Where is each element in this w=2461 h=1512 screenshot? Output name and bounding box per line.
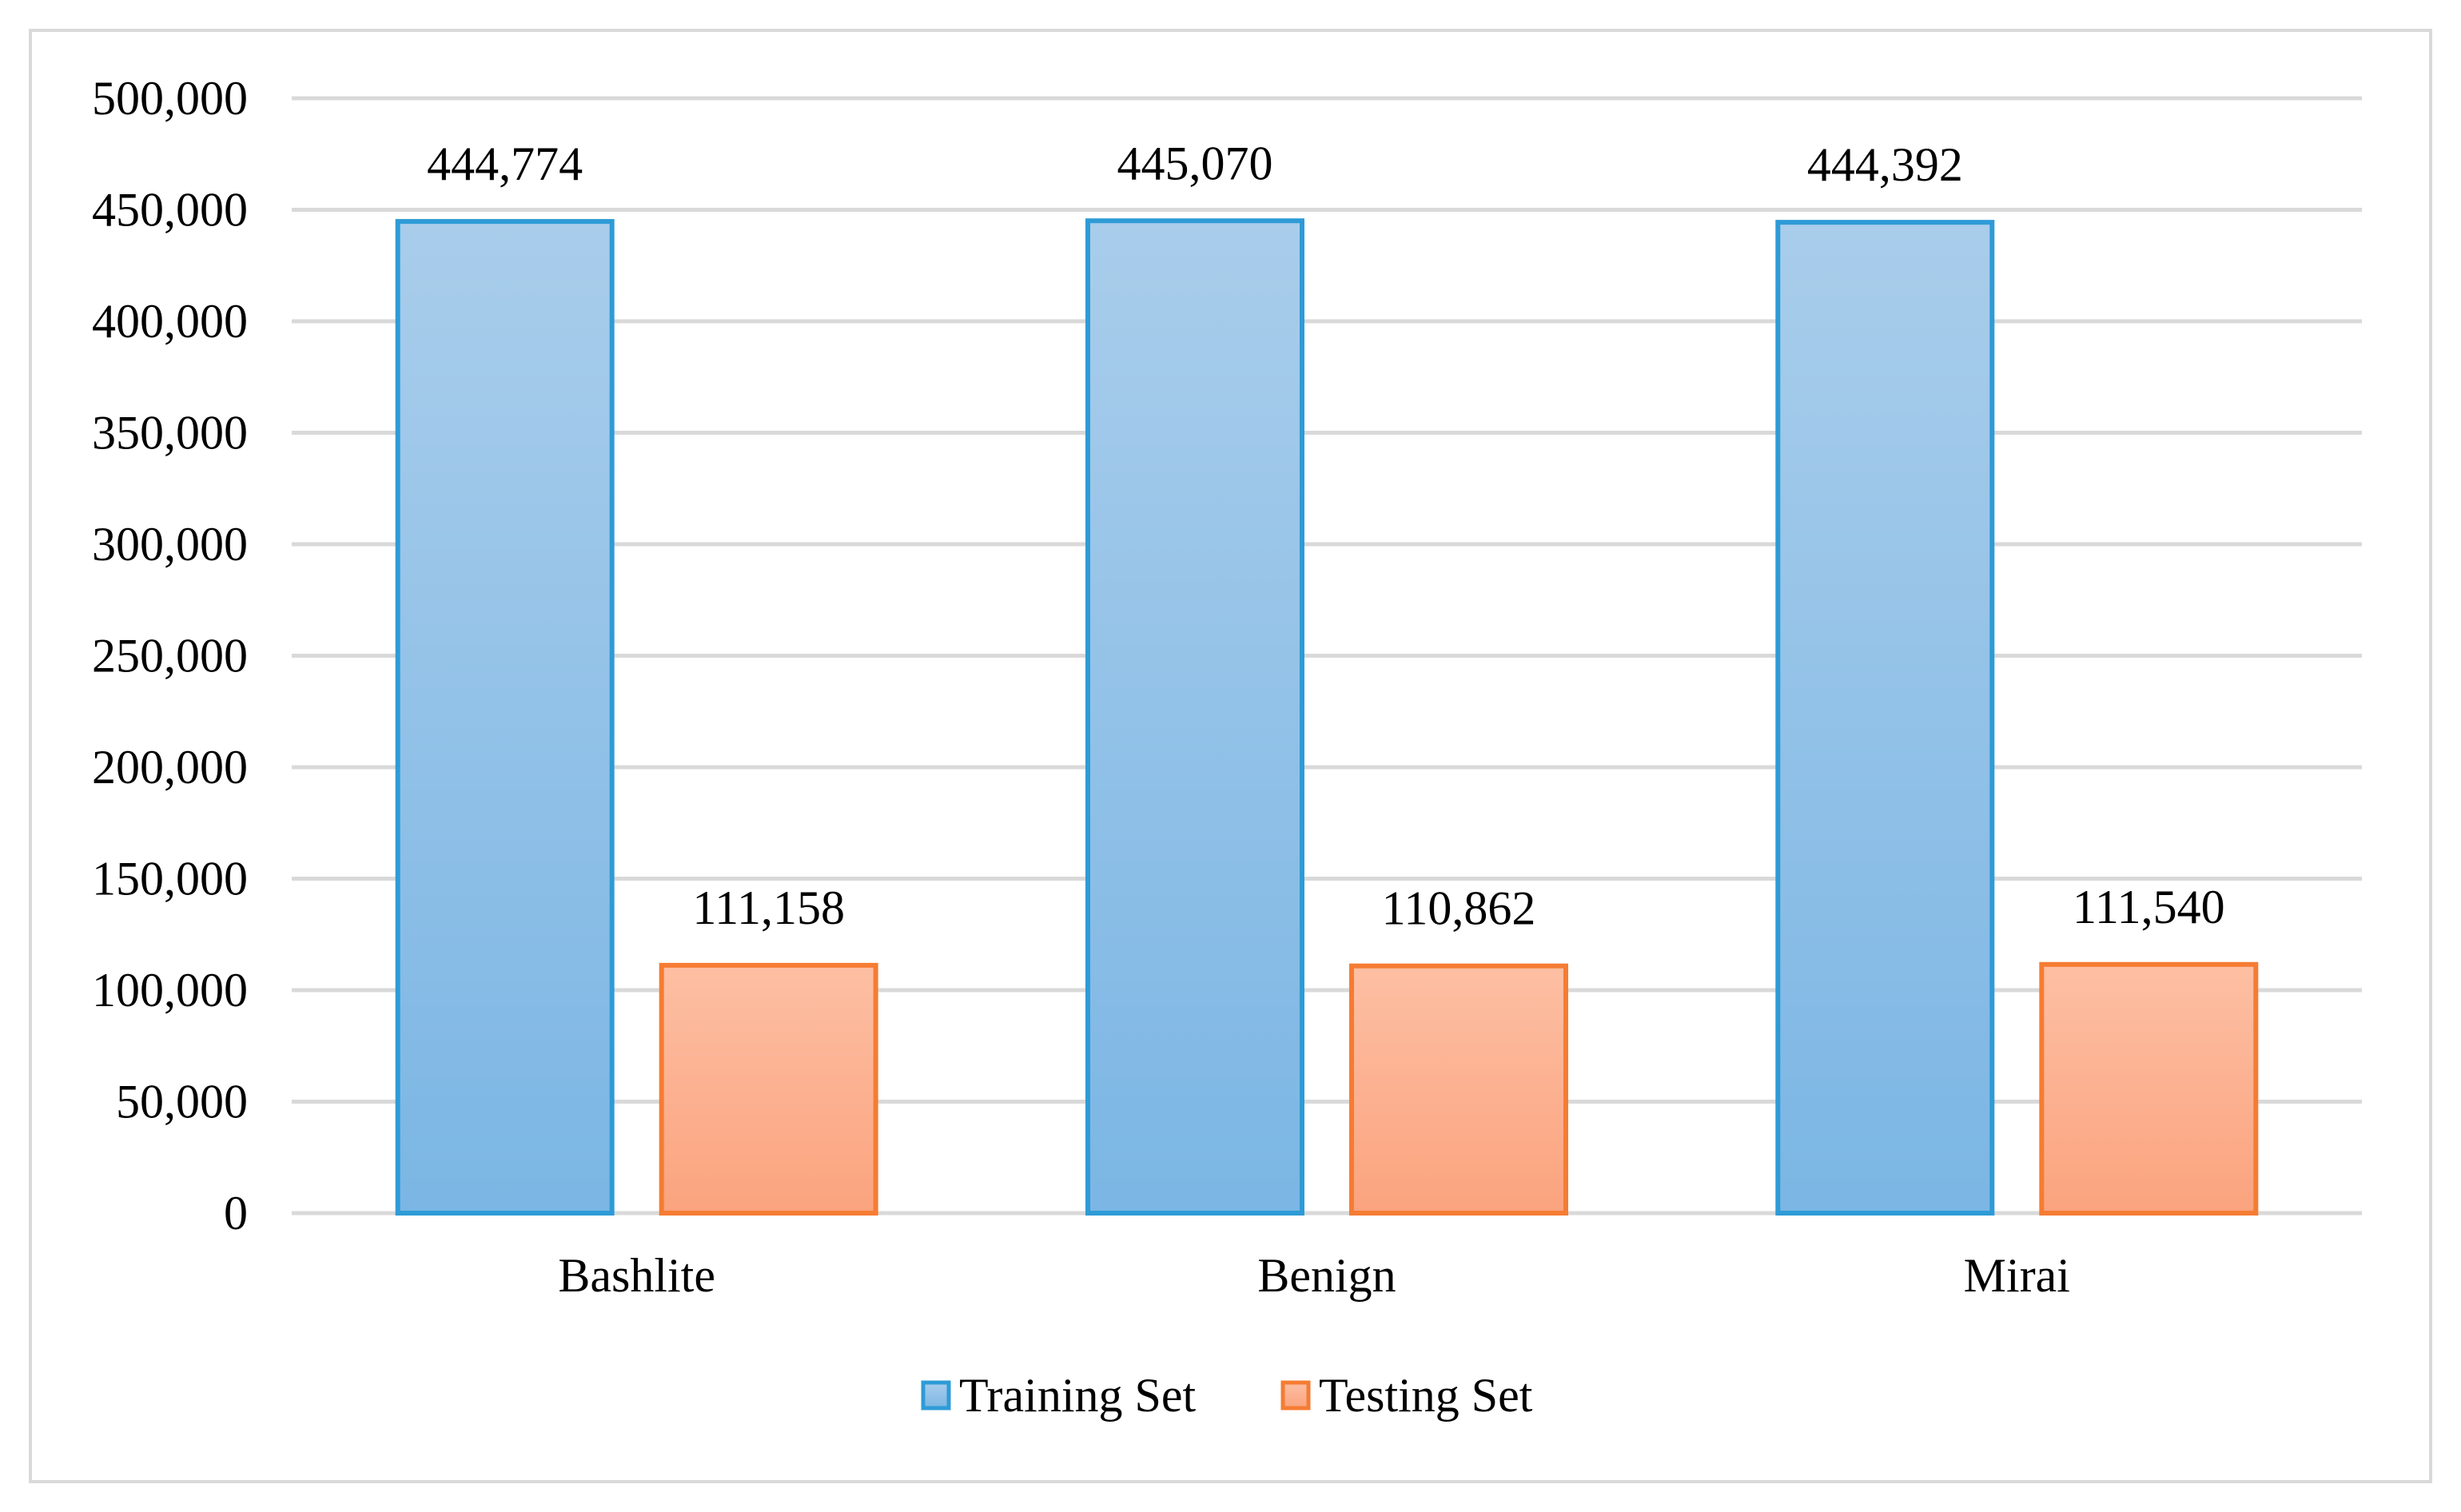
data-label: 445,070 xyxy=(1117,137,1273,189)
data-label: 444,392 xyxy=(1807,138,1963,191)
data-label: 111,158 xyxy=(692,881,845,934)
y-tick-label: 150,000 xyxy=(92,853,248,905)
y-tick-label: 350,000 xyxy=(92,407,248,460)
y-tick-label: 300,000 xyxy=(92,518,248,571)
legend: Training Set Testing Set xyxy=(921,1369,1533,1422)
gridlines xyxy=(292,96,2362,1216)
data-label: 444,774 xyxy=(427,137,583,190)
legend-label: Training Set xyxy=(959,1369,1196,1422)
x-axis-categories: Bashlite Benign Mirai xyxy=(558,1249,2070,1302)
legend-label: Testing Set xyxy=(1319,1369,1533,1422)
x-category-label: Mirai xyxy=(1964,1249,2070,1302)
bar-training-set-benign xyxy=(1085,218,1304,1216)
y-tick-label: 200,000 xyxy=(92,741,248,794)
data-label: 111,540 xyxy=(2073,881,2225,933)
bar-training-set-bashlite xyxy=(395,219,615,1216)
y-tick-label: 500,000 xyxy=(92,72,248,125)
legend-swatch-training-set xyxy=(921,1380,951,1411)
legend-swatch-testing-set xyxy=(1280,1380,1311,1411)
y-tick-label: 400,000 xyxy=(92,295,248,348)
bar-testing-set-benign xyxy=(1349,963,1568,1216)
y-tick-label: 250,000 xyxy=(92,630,248,682)
y-tick-label: 450,000 xyxy=(92,184,248,237)
bar-training-set-mirai xyxy=(1775,220,1995,1216)
y-axis-ticks: 0 50,000 100,000 150,000 200,000 250,000 300,0… xyxy=(92,72,248,1239)
data-label: 110,862 xyxy=(1382,882,1536,935)
x-category-label: Benign xyxy=(1257,1249,1396,1302)
bar-testing-set-mirai xyxy=(2039,961,2259,1216)
bar-testing-set-bashlite xyxy=(659,962,878,1216)
data-labels: 444,774 111,158 445,070 110,862 444,392 111,5… xyxy=(427,137,2224,934)
y-tick-label: 0 xyxy=(224,1187,248,1239)
bars xyxy=(395,218,2259,1216)
y-tick-label: 50,000 xyxy=(116,1076,248,1128)
y-tick-label: 100,000 xyxy=(92,964,248,1017)
x-category-label: Bashlite xyxy=(558,1249,715,1302)
